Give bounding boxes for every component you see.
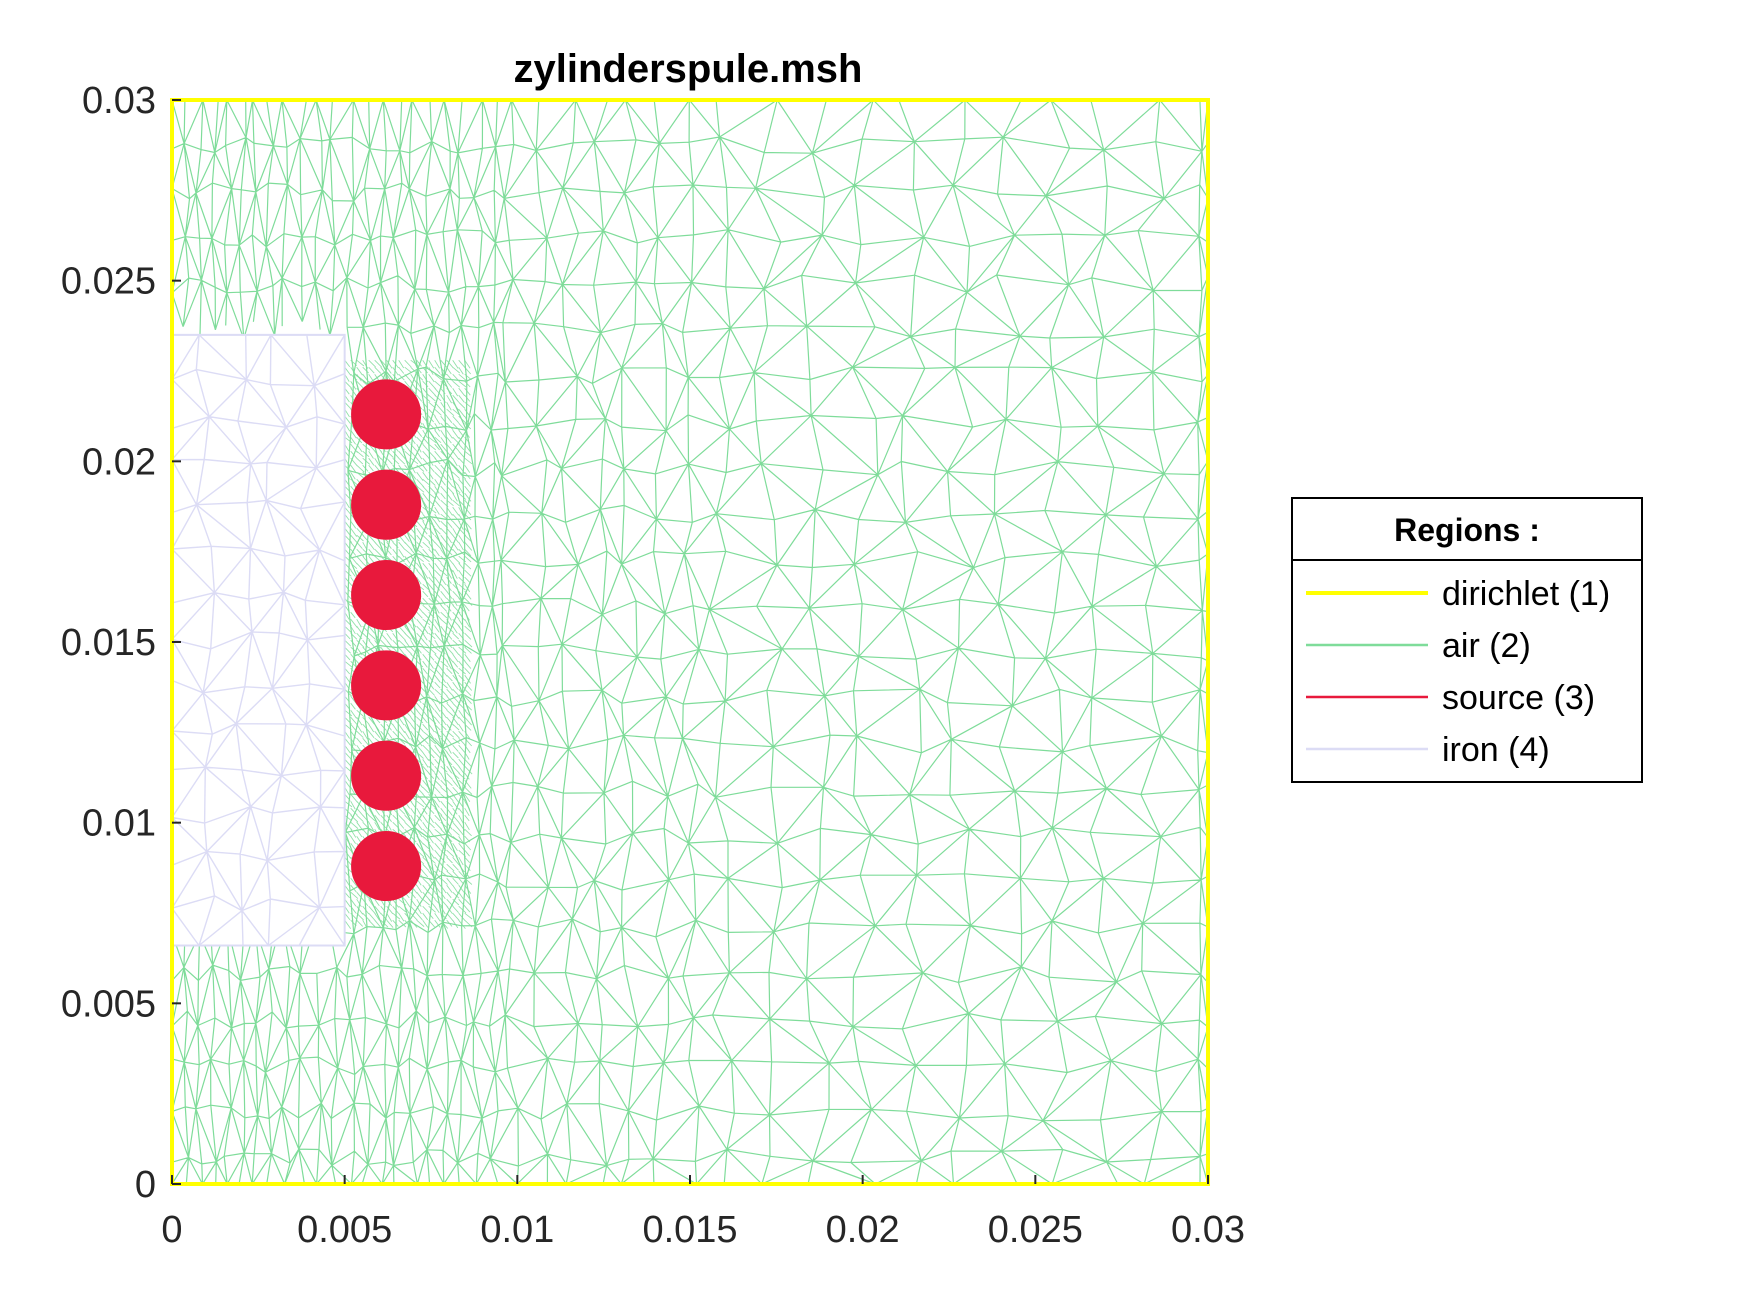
legend-label-3: source (3) bbox=[1442, 679, 1595, 717]
y-tick-label-4: 0.02 bbox=[82, 441, 156, 483]
source-coil-3 bbox=[351, 559, 422, 631]
y-tick-label-3: 0.015 bbox=[61, 622, 156, 664]
legend-label-2: air (2) bbox=[1442, 627, 1531, 665]
source-coil-4 bbox=[351, 650, 422, 721]
source-coil-6 bbox=[351, 830, 422, 902]
legend-label-1: dirichlet (1) bbox=[1442, 575, 1610, 613]
x-tick-label-0: 0 bbox=[161, 1209, 182, 1251]
y-tick-label-1: 0.005 bbox=[61, 983, 156, 1025]
y-tick-label-2: 0.01 bbox=[82, 803, 156, 845]
x-tick-label-1: 0.005 bbox=[297, 1209, 392, 1251]
x-tick-label-5: 0.025 bbox=[988, 1209, 1083, 1251]
y-tick-label-6: 0.03 bbox=[82, 80, 156, 122]
legend-title: Regions : bbox=[1394, 512, 1540, 548]
y-tick-label-5: 0.025 bbox=[61, 261, 156, 303]
source-coil-5 bbox=[351, 740, 422, 811]
x-tick-label-3: 0.015 bbox=[642, 1209, 737, 1251]
legend-box bbox=[1291, 497, 1643, 783]
source-coil-1 bbox=[351, 379, 422, 450]
x-tick-label-6: 0.03 bbox=[1171, 1209, 1245, 1251]
iron-region-mesh bbox=[171, 333, 346, 947]
x-tick-label-4: 0.02 bbox=[826, 1209, 900, 1251]
source-coil-2 bbox=[351, 469, 422, 540]
legend: Regions : dirichlet (1) air (2) source (3) i… bbox=[1291, 497, 1643, 783]
air-mesh-dense bbox=[344, 359, 473, 929]
legend-label-4: iron (4) bbox=[1442, 731, 1550, 769]
y-tick-label-0: 0 bbox=[135, 1164, 156, 1206]
iron-region-area bbox=[171, 333, 346, 947]
iron-mesh-edges bbox=[171, 334, 346, 947]
axes: 0 0.005 0.01 0.015 0.02 0.025 0.03 0 0.005 0.01 0.… bbox=[61, 80, 1245, 1251]
x-tick-label-2: 0.01 bbox=[480, 1209, 554, 1251]
chart-title: zylinderspule.msh bbox=[514, 47, 863, 91]
source-region-mesh bbox=[351, 379, 422, 902]
